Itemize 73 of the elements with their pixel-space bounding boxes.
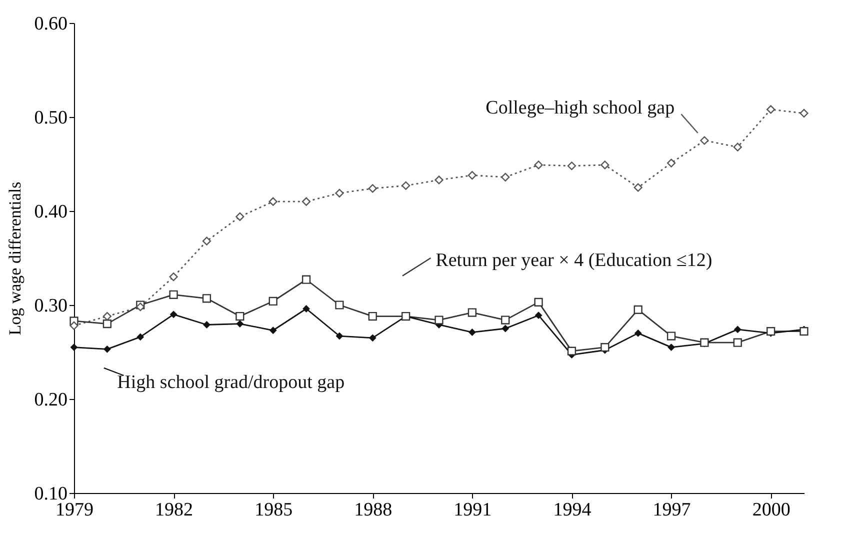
point bbox=[70, 344, 78, 352]
point bbox=[269, 326, 277, 334]
point bbox=[567, 346, 576, 356]
point bbox=[666, 332, 676, 340]
point bbox=[600, 342, 610, 352]
point bbox=[468, 328, 476, 336]
point bbox=[368, 184, 377, 193]
point bbox=[335, 300, 344, 310]
x-tick-label: 1994 bbox=[553, 500, 592, 520]
point bbox=[170, 310, 178, 318]
point bbox=[700, 136, 709, 145]
point bbox=[169, 290, 178, 299]
legend-label: Return per year × 4 (Education ≤12) bbox=[436, 250, 712, 271]
point bbox=[236, 212, 244, 221]
y-tick-label: 0.50 bbox=[34, 108, 68, 128]
point bbox=[368, 334, 376, 342]
point bbox=[600, 160, 610, 170]
point bbox=[202, 294, 212, 303]
point bbox=[268, 197, 278, 206]
point bbox=[236, 320, 244, 328]
point bbox=[434, 316, 444, 324]
point bbox=[733, 142, 742, 152]
point bbox=[102, 319, 112, 328]
x-tick-label: 1988 bbox=[354, 500, 392, 520]
point bbox=[800, 327, 808, 336]
point bbox=[203, 321, 210, 328]
point bbox=[236, 312, 244, 321]
point bbox=[169, 272, 178, 282]
point bbox=[800, 108, 808, 118]
legend-label: High school grad/dropout gap bbox=[117, 372, 345, 394]
point bbox=[102, 312, 112, 321]
y-tick-label: 0.20 bbox=[34, 390, 68, 410]
point bbox=[368, 312, 377, 321]
point bbox=[468, 170, 476, 180]
point bbox=[666, 158, 676, 168]
x-tick-label: 1997 bbox=[652, 500, 691, 520]
point bbox=[268, 296, 278, 306]
point bbox=[335, 188, 344, 198]
point bbox=[668, 344, 675, 352]
y-tick-label: 0.30 bbox=[34, 296, 68, 316]
y-tick-label: 0.40 bbox=[34, 202, 68, 222]
x-tick-label: 1982 bbox=[155, 500, 194, 520]
point bbox=[70, 321, 78, 330]
point bbox=[734, 326, 742, 334]
point bbox=[336, 332, 344, 340]
point bbox=[567, 162, 576, 170]
point bbox=[136, 333, 144, 341]
point bbox=[634, 183, 642, 192]
point bbox=[302, 275, 311, 284]
point bbox=[302, 305, 310, 312]
point bbox=[468, 308, 476, 317]
x-tick-label: 1991 bbox=[454, 500, 492, 520]
point bbox=[103, 345, 111, 353]
point bbox=[501, 316, 510, 324]
series-label: College–high school gap bbox=[486, 98, 675, 119]
point bbox=[634, 329, 642, 337]
point bbox=[502, 324, 510, 332]
y-tick-label: 0.60 bbox=[34, 14, 68, 34]
point bbox=[534, 298, 543, 306]
point bbox=[634, 305, 642, 314]
point bbox=[766, 105, 776, 114]
point bbox=[402, 181, 410, 190]
point bbox=[534, 160, 543, 170]
point bbox=[202, 236, 212, 246]
point bbox=[434, 176, 444, 184]
x-tick-label: 2000 bbox=[752, 500, 790, 520]
point bbox=[501, 172, 510, 182]
point bbox=[733, 338, 742, 347]
point bbox=[534, 312, 542, 320]
x-tick-label: 1985 bbox=[254, 500, 293, 520]
point bbox=[766, 327, 776, 336]
point bbox=[302, 197, 311, 206]
y-axis-title: Log wage differentials bbox=[5, 182, 24, 336]
